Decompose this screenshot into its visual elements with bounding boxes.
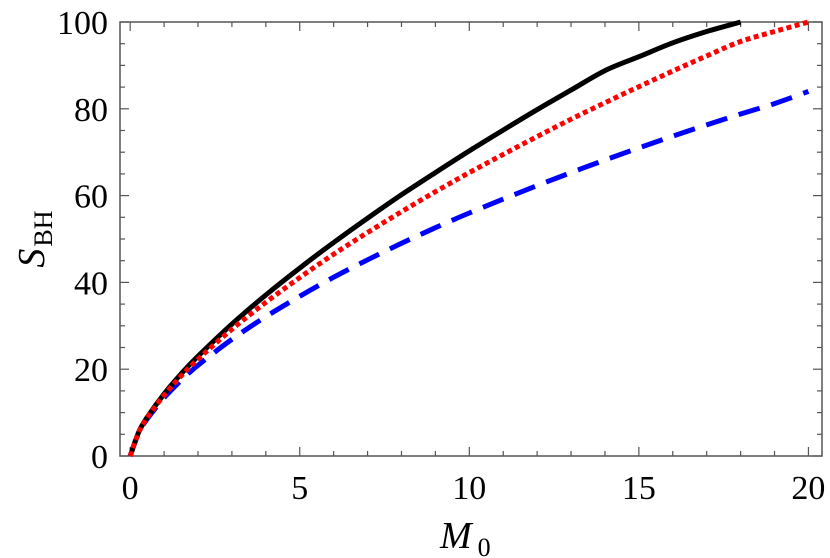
series-line-solid: [127, 19, 742, 457]
y-axis-label-main: S: [11, 249, 53, 268]
x-tick-label: 15: [622, 470, 656, 507]
y-tick-label: 100: [57, 5, 108, 42]
y-axis-label: S BH: [11, 210, 58, 267]
tick-labels: 0 5 10 15 20 0 20 40 60 80 100: [57, 5, 825, 507]
series-group: [127, 19, 810, 457]
y-tick-label: 80: [74, 92, 108, 129]
series-line-dotted: [127, 19, 810, 457]
x-tick-label: 0: [122, 470, 139, 507]
x-tick-label: 10: [452, 470, 486, 507]
y-tick-label: 0: [91, 439, 108, 476]
x-axis-label-main: M: [439, 515, 474, 557]
plot-frame: [119, 21, 823, 457]
x-tick-label: 5: [291, 470, 308, 507]
x-tick-label: 20: [791, 470, 825, 507]
axis-ticks: [120, 21, 822, 457]
y-tick-label: 60: [74, 179, 108, 216]
y-tick-label: 20: [74, 352, 108, 389]
series-line-dashed: [127, 89, 810, 457]
x-axis-label-sub: 0: [478, 533, 491, 558]
y-axis-label-sub: BH: [29, 210, 58, 246]
y-tick-label: 40: [74, 265, 108, 302]
